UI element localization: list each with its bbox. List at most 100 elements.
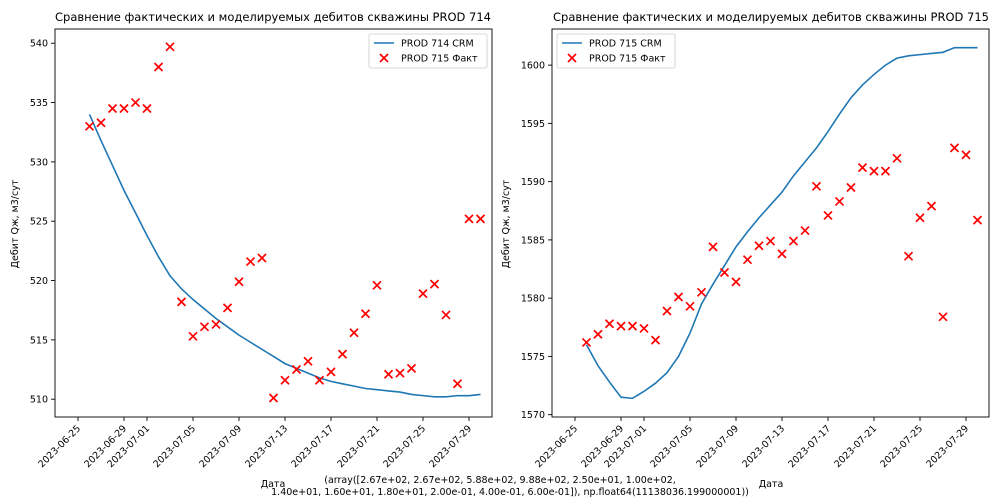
- data-point-fact: [742, 255, 753, 265]
- legend-label: PROD 715 CRM: [589, 39, 662, 50]
- data-point-fact: [719, 267, 730, 278]
- data-point-fact: [475, 214, 486, 224]
- data-point-fact: [337, 349, 348, 359]
- legend-marker-swatch: [567, 53, 577, 63]
- x-axis-label: Дата: [261, 479, 286, 490]
- data-point-fact: [84, 121, 95, 131]
- data-point-fact: [777, 249, 787, 259]
- data-point-fact: [650, 335, 661, 345]
- chart-title: Сравнение фактических и моделируемых деб…: [553, 10, 989, 24]
- data-point-fact: [418, 288, 428, 299]
- data-point-fact: [639, 323, 649, 334]
- data-point-fact: [96, 118, 106, 128]
- axes-frame: [551, 28, 990, 418]
- data-point-fact: [222, 303, 233, 313]
- data-point-fact: [823, 210, 833, 221]
- legend-box: [368, 33, 488, 69]
- y-tick-label: 535: [30, 98, 48, 109]
- data-point-fact: [372, 280, 382, 290]
- data-point-fact: [383, 369, 394, 379]
- legend: PROD 715 CRM PROD 715 Факт: [556, 33, 676, 69]
- data-point-fact: [673, 292, 684, 302]
- y-tick-label: 1590: [521, 177, 545, 188]
- data-point-fact: [857, 163, 868, 173]
- data-point-fact: [765, 236, 776, 246]
- data-point-fact: [800, 225, 810, 236]
- legend-box: [556, 33, 676, 69]
- data-point-fact: [961, 150, 971, 160]
- data-point-fact: [604, 319, 615, 329]
- footnote-line-2: 1.40e+01, 1.60e+01, 1.80e+01, 2.00e-01, …: [271, 487, 749, 498]
- y-tick-label: 540: [30, 39, 48, 50]
- data-point-fact: [441, 310, 451, 320]
- data-point-fact: [581, 337, 592, 348]
- y-tick-label: 1595: [521, 119, 545, 130]
- chart-title: Сравнение фактических и моделируемых деб…: [55, 10, 491, 24]
- data-point-fact: [303, 356, 313, 366]
- legend-label: PROD 715 Факт: [589, 54, 666, 65]
- series-line-crm: [88, 114, 481, 398]
- data-point-fact: [616, 321, 626, 331]
- data-point-fact: [869, 166, 879, 176]
- data-point-fact: [938, 312, 948, 322]
- y-axis-label: Дебит Qж, м3/сут: [10, 179, 21, 268]
- data-point-fact: [915, 213, 925, 223]
- data-point-fact: [429, 279, 440, 289]
- data-point-fact: [685, 301, 695, 311]
- data-point-fact: [130, 97, 141, 108]
- data-point-fact: [153, 62, 164, 72]
- data-point-fact: [731, 277, 741, 287]
- series-line-crm: [585, 46, 978, 400]
- footnote-line-1: (array([2.67e+02, 2.67e+02, 5.88e+02, 9.…: [324, 475, 676, 486]
- data-point-fact: [593, 329, 603, 339]
- data-point-fact: [662, 306, 672, 316]
- data-point-fact: [165, 42, 175, 52]
- y-axis-label: Дебит Qж, м3/сут: [501, 179, 512, 268]
- data-point-fact: [892, 153, 902, 163]
- y-tick-label: 1580: [521, 294, 545, 305]
- data-point-fact: [708, 242, 718, 252]
- data-point-fact: [880, 166, 891, 176]
- data-point-fact: [627, 321, 638, 331]
- data-point-fact: [234, 277, 244, 287]
- data-point-fact: [326, 367, 336, 377]
- data-point-fact: [972, 215, 983, 225]
- data-point-fact: [464, 214, 474, 224]
- data-point-fact: [754, 241, 764, 251]
- legend-label: PROD 714 CRM: [401, 39, 474, 50]
- data-point-fact: [395, 368, 405, 378]
- y-tick-label: 1585: [521, 235, 545, 246]
- data-point-fact: [926, 201, 937, 211]
- data-point-fact: [349, 328, 359, 338]
- legend-label: PROD 715 Факт: [401, 54, 478, 65]
- data-point-fact: [903, 251, 914, 261]
- data-point-fact: [199, 322, 210, 332]
- data-point-fact: [188, 331, 198, 341]
- data-point-fact: [360, 309, 371, 319]
- data-point-fact: [949, 143, 960, 153]
- y-tick-label: 520: [30, 276, 48, 287]
- data-point-fact: [257, 253, 267, 263]
- data-point-fact: [291, 364, 302, 375]
- y-tick-label: 510: [30, 395, 48, 406]
- y-tick-label: 515: [30, 335, 48, 346]
- axes-frame: [54, 28, 493, 418]
- data-point-fact: [788, 236, 799, 246]
- data-point-fact: [406, 363, 417, 373]
- data-point-fact: [119, 103, 129, 114]
- legend-marker-swatch: [379, 53, 389, 63]
- y-tick-label: 1575: [521, 352, 545, 363]
- data-point-fact: [452, 379, 463, 389]
- data-point-fact: [811, 181, 822, 191]
- data-point-fact: [176, 297, 187, 307]
- data-point-fact: [245, 256, 256, 267]
- y-tick-label: 1600: [521, 61, 545, 72]
- data-point-fact: [280, 375, 290, 385]
- legend: PROD 714 CRM PROD 715 Факт: [368, 33, 488, 69]
- x-axis-label: Дата: [759, 479, 784, 490]
- y-tick-label: 525: [30, 217, 48, 228]
- data-point-fact: [696, 287, 707, 297]
- data-point-fact: [846, 182, 856, 193]
